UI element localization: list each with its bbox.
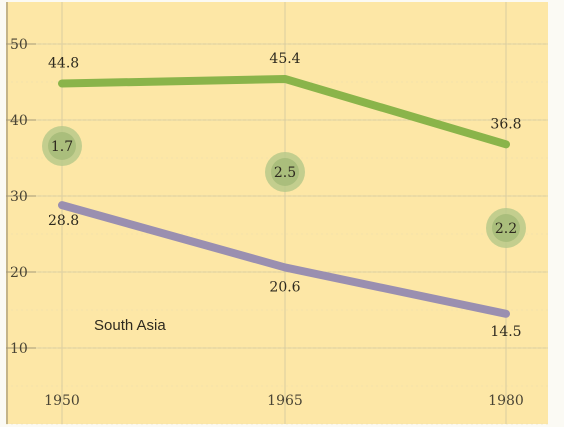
bubble-label: 2.2 bbox=[495, 221, 517, 237]
series-point-1 bbox=[283, 77, 287, 81]
data-label: 28.8 bbox=[48, 213, 79, 229]
bubble-label: 2.5 bbox=[274, 165, 296, 181]
y-tick-label: 30 bbox=[10, 189, 28, 205]
series-point-1 bbox=[60, 82, 64, 86]
data-label: 20.6 bbox=[269, 279, 300, 295]
data-label: 14.5 bbox=[490, 324, 521, 340]
y-tick-label: 50 bbox=[10, 37, 28, 53]
data-label: 36.8 bbox=[490, 116, 521, 132]
series-point-1 bbox=[504, 142, 508, 146]
y-tick-label: 40 bbox=[10, 113, 28, 129]
y-tick-label: 10 bbox=[10, 341, 28, 357]
series-point-2 bbox=[283, 265, 287, 269]
x-tick-label: 1980 bbox=[488, 393, 524, 409]
x-tick-label: 1965 bbox=[267, 393, 303, 409]
y-tick-label: 20 bbox=[10, 265, 28, 281]
bubble-label: 1.7 bbox=[51, 139, 73, 155]
x-tick-label: 1950 bbox=[44, 393, 80, 409]
bubble-core bbox=[492, 214, 520, 242]
data-label: 44.8 bbox=[48, 56, 79, 72]
series-point-2 bbox=[60, 203, 64, 207]
bubble-core bbox=[271, 158, 299, 186]
data-label: 45.4 bbox=[269, 51, 300, 67]
bubble-core bbox=[48, 132, 76, 160]
chart-annotation: South Asia bbox=[94, 317, 166, 334]
series-point-2 bbox=[504, 312, 508, 316]
